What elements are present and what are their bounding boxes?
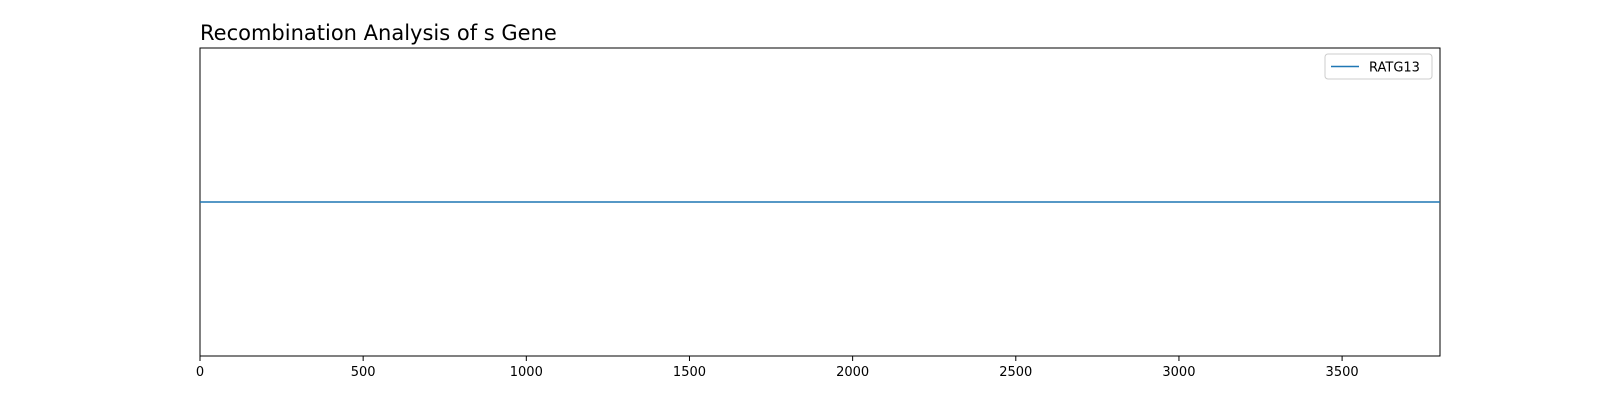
- x-tick-label: 1500: [673, 365, 706, 380]
- x-tick-label: 3500: [1326, 365, 1359, 380]
- x-tick-label: 2500: [999, 365, 1032, 380]
- x-tick-label: 500: [351, 365, 376, 380]
- x-tick-label: 0: [196, 365, 204, 380]
- legend-label: RATG13: [1369, 61, 1420, 76]
- chart-title: Recombination Analysis of s Gene: [200, 21, 557, 45]
- x-axis: 0 500 1000 1500 2000 2500 3000 3500: [196, 356, 1359, 380]
- x-tick-label: 3000: [1162, 365, 1195, 380]
- x-tick-label: 2000: [836, 365, 869, 380]
- x-tick-label: 1000: [510, 365, 543, 380]
- legend: RATG13: [1324, 53, 1433, 80]
- legend-box: [1324, 53, 1433, 80]
